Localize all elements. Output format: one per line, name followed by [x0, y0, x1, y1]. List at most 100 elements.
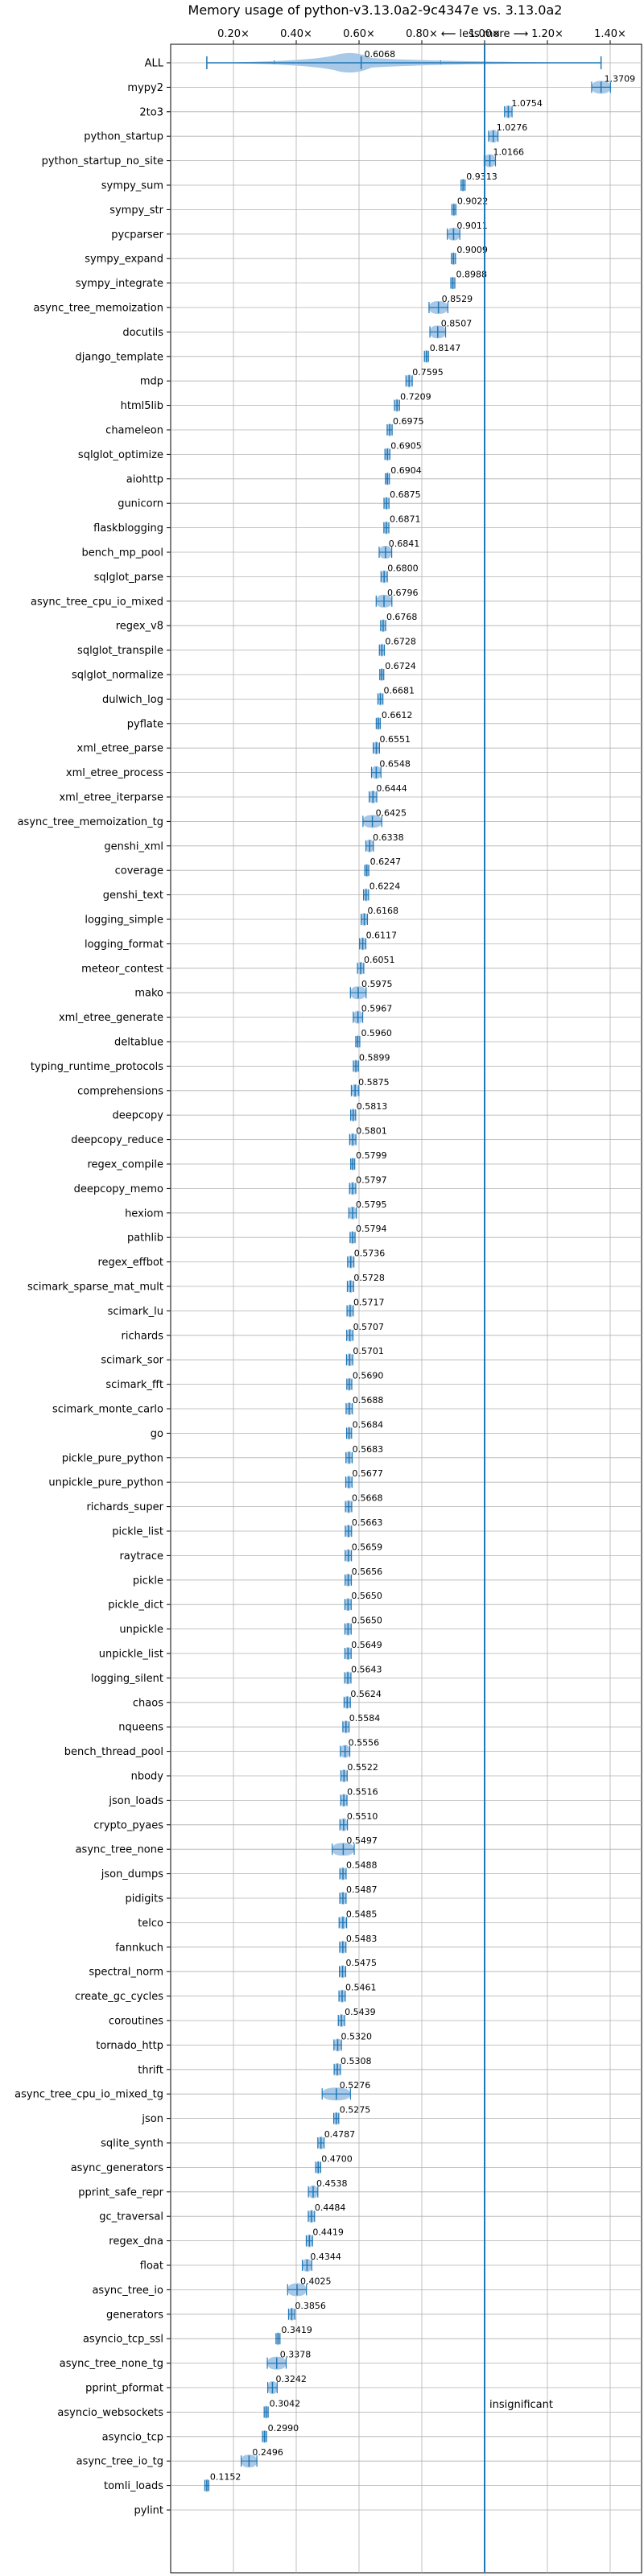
value-label: 0.3419: [281, 2325, 312, 2335]
category-label: logging_silent: [91, 1673, 163, 1685]
value-label: 0.8507: [441, 318, 473, 328]
category-label: xml_etree_iterparse: [59, 792, 163, 804]
category-label: async_tree_io_tg: [76, 2456, 163, 2468]
category-label: sqlglot_transpile: [77, 645, 163, 657]
value-label: 0.4025: [300, 2276, 332, 2286]
value-label: 0.6724: [385, 661, 415, 671]
value-label: 0.6796: [387, 588, 419, 598]
value-label: 0.5690: [353, 1371, 384, 1381]
category-label: regex_v8: [116, 621, 163, 633]
value-label: 0.5967: [361, 1004, 393, 1014]
category-label: generators: [106, 2309, 163, 2321]
x-tick-label: 0.40×: [280, 28, 312, 40]
category-label: scimark_sparse_mat_mult: [27, 1282, 163, 1294]
category-label: xml_etree_generate: [59, 1012, 163, 1024]
category-label: chaos: [133, 1697, 163, 1709]
category-label: scimark_monte_carlo: [52, 1404, 163, 1416]
category-label: pycparser: [111, 229, 163, 241]
category-label: scimark_lu: [108, 1306, 163, 1318]
value-label: 0.4787: [324, 2129, 356, 2140]
value-label: 0.6612: [382, 710, 413, 720]
category-label: mako: [134, 988, 163, 1000]
category-label: hexiom: [125, 1208, 163, 1220]
value-label: 0.5516: [347, 1786, 378, 1797]
category-label: richards: [122, 1330, 164, 1342]
category-label: deepcopy: [112, 1110, 163, 1122]
category-label: gc_traversal: [99, 2211, 163, 2223]
value-label: 0.3378: [280, 2350, 312, 2360]
value-label: 0.5649: [351, 1640, 382, 1650]
value-label: 1.0166: [493, 147, 524, 158]
category-label: raytrace: [119, 1550, 163, 1563]
category-label: genshi_text: [103, 890, 163, 902]
category-label: asyncio_tcp: [102, 2431, 163, 2443]
value-label: 1.3709: [605, 73, 636, 84]
value-label: 0.5707: [353, 1322, 385, 1332]
category-label: async_tree_io: [92, 2285, 163, 2297]
category-label: json: [141, 2113, 163, 2125]
category-label: meteor_contest: [81, 963, 163, 975]
category-label: async_tree_memoization: [33, 303, 163, 315]
value-label: 0.6224: [369, 881, 401, 892]
value-label: 0.5795: [356, 1199, 387, 1210]
chart-title: Memory usage of python-v3.13.0a2-9c4347e…: [188, 2, 563, 18]
x-axis-ticks: 0.20× 0.40× 0.60× 0.80× 1.00× 1.20× 1.40×: [167, 28, 626, 2511]
category-label: genshi_xml: [104, 840, 163, 852]
category-label: xml_etree_process: [66, 767, 163, 779]
category-label: spectral_norm: [89, 1967, 163, 1979]
value-label: 0.5899: [359, 1052, 390, 1063]
value-label: 0.5801: [356, 1126, 387, 1137]
category-label: mypy2: [127, 82, 163, 94]
value-label: 0.6875: [390, 489, 421, 500]
value-label: 0.6551: [379, 734, 411, 745]
benchmark-rows: ALL 0.6068 mypy2 1.3709 2to3 1.0754 python_sta…: [14, 49, 635, 2517]
category-label: typing_runtime_protocols: [31, 1061, 163, 1073]
value-label: 0.5813: [357, 1101, 388, 1112]
value-label: 0.5439: [345, 2007, 376, 2017]
category-label: regex_compile: [87, 1159, 163, 1171]
value-label: 0.6168: [368, 906, 399, 916]
value-label: 0.7209: [400, 392, 431, 402]
category-label: nbody: [131, 1771, 164, 1783]
value-label: 0.9011: [456, 221, 488, 231]
category-label: unpickle_list: [99, 1649, 163, 1661]
category-label: sympy_sum: [101, 180, 163, 192]
category-label: sympy_integrate: [76, 278, 163, 290]
category-label: logging_format: [85, 939, 163, 951]
value-label: 0.5488: [346, 1860, 378, 1871]
value-label: 0.5975: [361, 979, 393, 989]
value-label: 0.6681: [384, 685, 415, 696]
value-label: 0.5683: [353, 1444, 384, 1455]
value-label: 0.9313: [466, 171, 497, 182]
value-label: 0.6068: [365, 49, 396, 60]
x-tick-label: 1.40×: [594, 28, 626, 40]
value-label: 0.6425: [376, 807, 407, 818]
category-label: dulwich_log: [102, 694, 163, 706]
value-label: 0.5308: [341, 2056, 372, 2066]
category-label: pprint_pformat: [85, 2383, 163, 2395]
category-label: bench_thread_pool: [64, 1746, 163, 1758]
category-label: sympy_expand: [85, 254, 163, 266]
category-label: django_template: [76, 351, 163, 363]
category-label: sqlglot_normalize: [72, 670, 163, 682]
category-label: sqlglot_optimize: [78, 449, 163, 461]
category-label: async_tree_none: [76, 1844, 163, 1856]
value-label: 0.9022: [457, 196, 489, 206]
value-label: 0.5510: [347, 1811, 378, 1822]
category-label: coverage: [115, 865, 163, 877]
value-label: 0.6548: [379, 759, 411, 770]
category-label: pylint: [134, 2505, 163, 2517]
value-label: 0.4419: [312, 2227, 344, 2238]
value-label: 0.5624: [350, 1689, 382, 1699]
value-label: 0.8988: [456, 270, 488, 280]
category-label: regex_effbot: [97, 1257, 163, 1269]
category-label: async_tree_none_tg: [60, 2358, 163, 2370]
category-label: flaskblogging: [93, 522, 163, 535]
value-label: 0.5799: [356, 1150, 387, 1161]
x-tick-label: 1.00×: [469, 28, 501, 40]
value-label: 0.5643: [351, 1664, 382, 1674]
category-label: json_dumps: [101, 1868, 163, 1880]
value-label: 1.0754: [511, 98, 543, 109]
category-label: richards_super: [86, 1501, 163, 1513]
